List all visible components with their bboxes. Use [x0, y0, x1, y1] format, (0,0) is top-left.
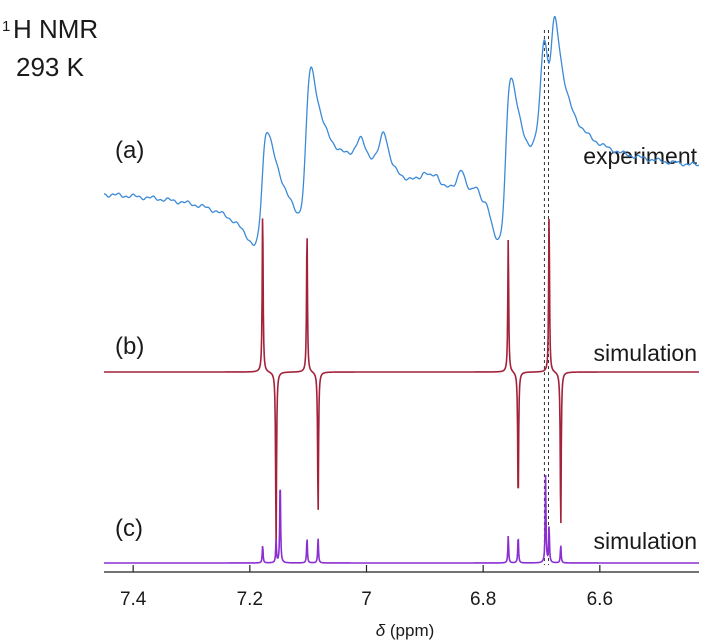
- title-line-2: 293 K: [16, 52, 85, 82]
- series-name-simulation-c: simulation: [593, 528, 697, 554]
- chart-title: 1 H NMR 293 K: [2, 14, 98, 82]
- x-tick-label: 6.8: [470, 589, 496, 610]
- reference-lines: [543, 30, 549, 565]
- series-name-simulation-b: simulation: [593, 340, 697, 366]
- x-axis-unit: (ppm): [385, 621, 434, 640]
- panel-label-a: (a): [115, 137, 144, 164]
- x-axis-ticks: 7.4 7.2 7 6.8 6.6: [120, 565, 613, 610]
- x-tick-label: 7.2: [237, 589, 263, 610]
- spectrum-trace-simulation-b: [104, 218, 699, 546]
- panel-label-b: (b): [115, 333, 144, 360]
- series-name-experiment: experiment: [583, 143, 697, 169]
- title-superscript: 1: [2, 18, 10, 35]
- x-tick-label: 7: [361, 589, 372, 610]
- x-axis-label: δ (ppm): [376, 621, 435, 640]
- x-tick-label: 7.4: [120, 589, 147, 610]
- spectrum-trace-simulation-c: [104, 474, 699, 564]
- x-axis-symbol: δ: [376, 621, 386, 640]
- panel-label-c: (c): [115, 515, 143, 542]
- x-tick-label: 6.6: [587, 589, 613, 610]
- title-line-1: H NMR: [13, 14, 98, 44]
- spectrum-trace-experiment: [103, 15, 700, 246]
